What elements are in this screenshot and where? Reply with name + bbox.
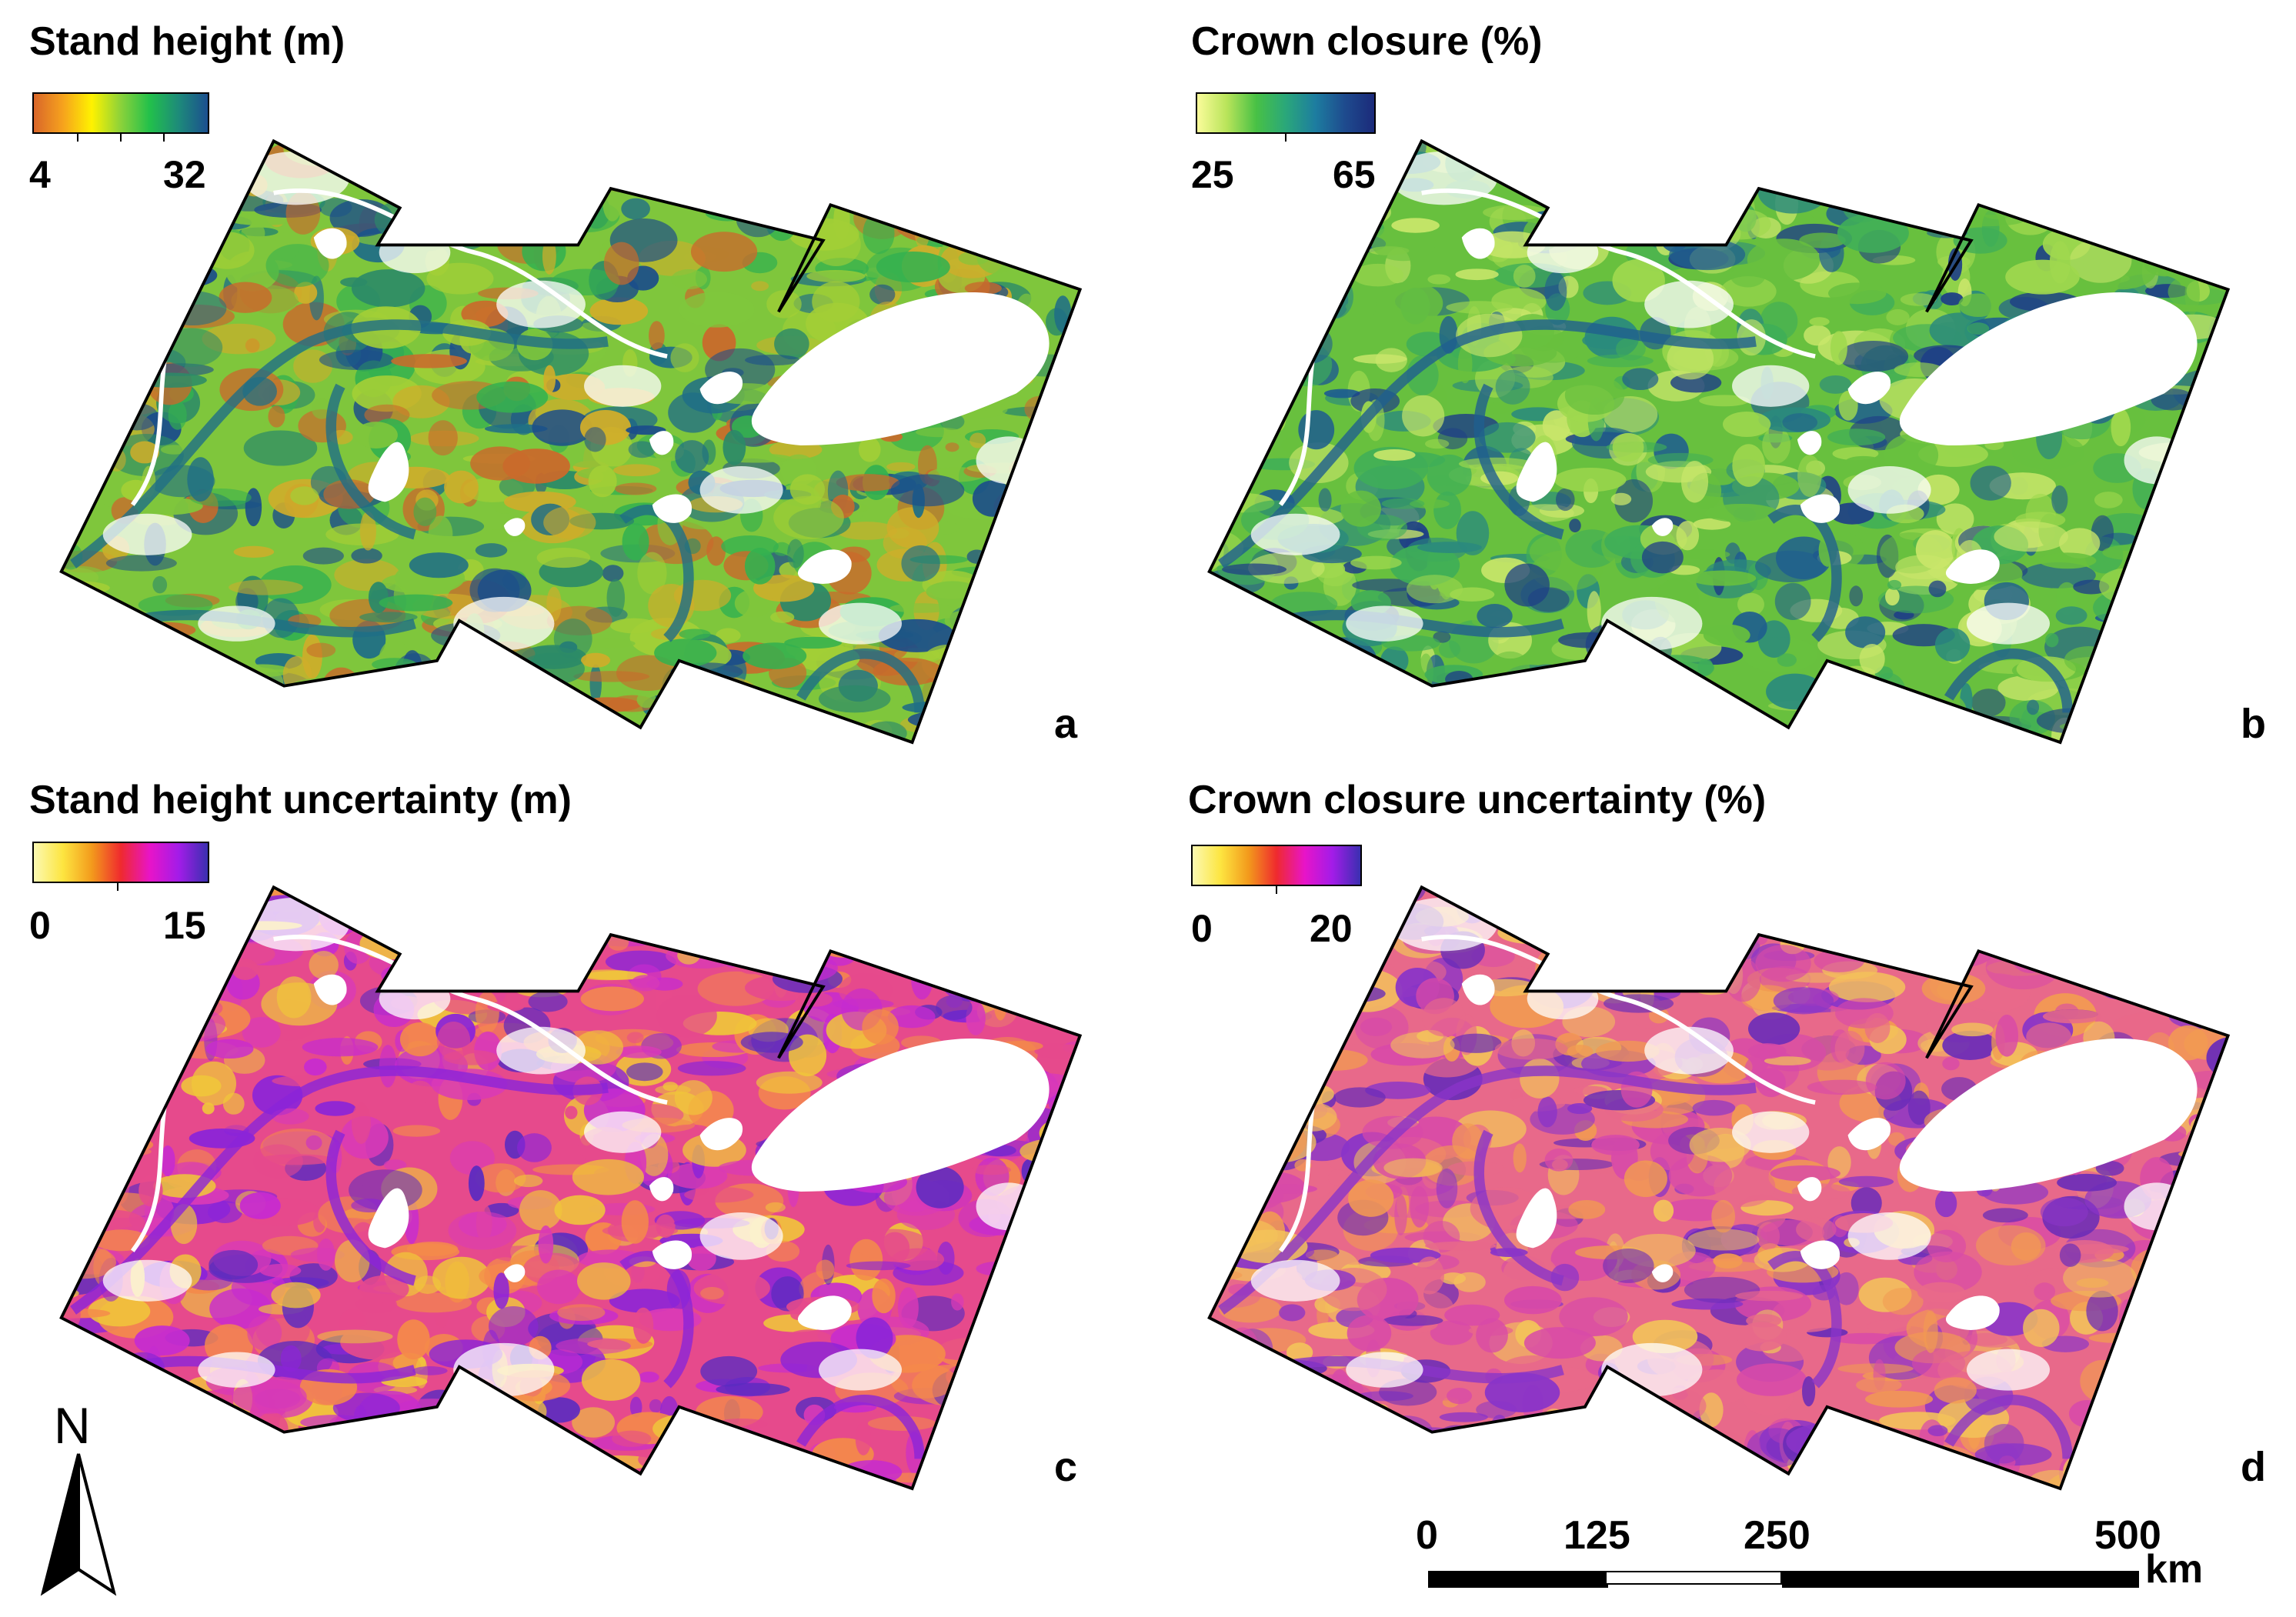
panel-letter: b — [2241, 701, 2266, 747]
legend-min-label: 25 — [1191, 153, 1234, 196]
legend-max-label: 20 — [1310, 907, 1353, 950]
scale-unit: km — [2145, 1547, 2204, 1592]
scale-tick-0: 0 — [1416, 1513, 1438, 1558]
panel-crown-closure-uncertainty: Crown closure uncertainty (%) 0 20 d — [1148, 762, 2296, 1531]
legend-colorbar — [32, 92, 209, 134]
panel-stand-height-uncertainty: Stand height uncertainty (m) 0 15 c — [0, 762, 1148, 1531]
panel-letter: c — [1054, 1444, 1078, 1490]
scale-tick-125: 125 — [1563, 1513, 1630, 1558]
legend-colorbar — [1191, 845, 1362, 886]
scale-tick-500: 500 — [2094, 1513, 2161, 1558]
north-label: N — [54, 1397, 91, 1454]
legend-max-label: 65 — [1333, 153, 1376, 196]
north-arrow-icon — [40, 1453, 117, 1596]
panel-crown-closure: Crown closure (%) 25 65 b — [1148, 0, 2296, 769]
panel-stand-height: Stand height (m) 4 32 a — [0, 0, 1148, 769]
map-raster — [59, 885, 1083, 1491]
scale-segment-2 — [1605, 1571, 1782, 1585]
scale-segment-1 — [1428, 1571, 1608, 1588]
legend-max-label: 32 — [163, 153, 206, 196]
legend-min-label: 4 — [29, 153, 51, 196]
legend-colorbar — [32, 842, 209, 883]
map-raster — [59, 138, 1083, 745]
scale-tick-250: 250 — [1744, 1513, 1810, 1558]
legend-max-label: 15 — [163, 904, 206, 947]
legend-min-label: 0 — [1191, 907, 1213, 950]
scale-segment-3 — [1782, 1571, 2139, 1588]
panel-title: Crown closure (%) — [1191, 19, 1543, 64]
legend-colorbar — [1196, 92, 1376, 134]
map-raster — [1207, 138, 2231, 745]
panel-title: Crown closure uncertainty (%) — [1188, 778, 1767, 822]
panel-letter: a — [1054, 701, 1078, 747]
legend-min-label: 0 — [29, 904, 51, 947]
panel-title: Stand height uncertainty (m) — [29, 778, 572, 822]
panel-letter: d — [2241, 1444, 2266, 1490]
panel-title: Stand height (m) — [29, 19, 345, 64]
scale-bar: 0 125 250 500 km — [1416, 1515, 2285, 1608]
map-raster — [1207, 885, 2231, 1491]
